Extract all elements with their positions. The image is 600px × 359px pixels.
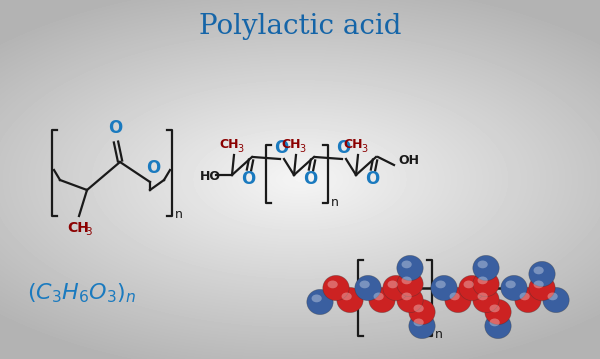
Ellipse shape: [311, 294, 322, 302]
Ellipse shape: [501, 275, 527, 300]
Text: O: O: [274, 139, 288, 157]
Text: 3: 3: [299, 144, 305, 154]
Text: O: O: [303, 170, 317, 188]
Ellipse shape: [401, 293, 412, 300]
Ellipse shape: [409, 299, 435, 325]
Ellipse shape: [506, 280, 516, 288]
Ellipse shape: [388, 280, 398, 288]
Ellipse shape: [485, 313, 511, 339]
Ellipse shape: [397, 255, 423, 281]
Ellipse shape: [473, 288, 499, 313]
Text: $(C_3H_6O_3)_n$: $(C_3H_6O_3)_n$: [27, 281, 137, 305]
Text: Polylactic acid: Polylactic acid: [199, 14, 401, 41]
Ellipse shape: [520, 293, 530, 300]
Ellipse shape: [459, 275, 485, 300]
Text: O: O: [336, 139, 350, 157]
Text: CH: CH: [67, 221, 89, 235]
Ellipse shape: [543, 288, 569, 313]
Text: CH: CH: [219, 139, 239, 151]
Text: 3: 3: [85, 227, 91, 237]
Text: OH: OH: [398, 154, 419, 167]
Ellipse shape: [515, 288, 541, 313]
Ellipse shape: [383, 275, 409, 300]
Ellipse shape: [409, 313, 435, 339]
Ellipse shape: [307, 289, 333, 314]
Ellipse shape: [359, 280, 370, 288]
Ellipse shape: [548, 293, 558, 300]
Text: O: O: [108, 119, 122, 137]
Text: n: n: [331, 196, 339, 209]
Text: 3: 3: [237, 144, 243, 154]
Ellipse shape: [473, 271, 499, 297]
Ellipse shape: [436, 280, 446, 288]
Ellipse shape: [490, 304, 500, 312]
Ellipse shape: [401, 276, 412, 284]
Ellipse shape: [374, 293, 384, 300]
Text: O: O: [365, 170, 379, 188]
Text: n: n: [435, 327, 443, 340]
Ellipse shape: [449, 293, 460, 300]
Text: O: O: [241, 170, 255, 188]
Ellipse shape: [413, 318, 424, 326]
Ellipse shape: [341, 293, 352, 300]
Text: n: n: [175, 208, 183, 220]
Ellipse shape: [529, 275, 555, 300]
Ellipse shape: [464, 280, 474, 288]
Ellipse shape: [529, 261, 555, 286]
Ellipse shape: [355, 275, 381, 300]
Text: HO: HO: [199, 171, 221, 183]
Ellipse shape: [397, 271, 423, 297]
Ellipse shape: [490, 318, 500, 326]
Ellipse shape: [397, 288, 423, 313]
Ellipse shape: [533, 280, 544, 288]
Ellipse shape: [328, 280, 338, 288]
Ellipse shape: [369, 288, 395, 313]
Text: 3: 3: [361, 144, 367, 154]
Ellipse shape: [323, 275, 349, 300]
Ellipse shape: [401, 261, 412, 268]
Text: CH: CH: [281, 139, 301, 151]
Ellipse shape: [473, 255, 499, 281]
Ellipse shape: [485, 299, 511, 325]
Ellipse shape: [478, 293, 488, 300]
Ellipse shape: [413, 304, 424, 312]
Ellipse shape: [478, 261, 488, 268]
Ellipse shape: [478, 276, 488, 284]
Ellipse shape: [337, 288, 363, 313]
Ellipse shape: [533, 266, 544, 274]
Ellipse shape: [431, 275, 457, 300]
Ellipse shape: [445, 288, 471, 313]
Text: CH: CH: [343, 139, 363, 151]
Text: O: O: [146, 159, 160, 177]
